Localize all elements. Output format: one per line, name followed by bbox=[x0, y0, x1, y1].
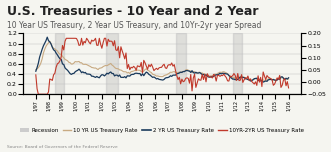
Text: 10 Year US Treasury, 2 Year US Treasury, and 10Yr-2yr year Spread: 10 Year US Treasury, 2 Year US Treasury,… bbox=[7, 21, 261, 30]
Bar bbox=[233, 33, 242, 94]
Text: U.S. Treasuries - 10 Year and 2 Year: U.S. Treasuries - 10 Year and 2 Year bbox=[7, 5, 258, 18]
Legend: Recession, 10 YR US Treasury Rate, 2 YR US Treasury Rate, 10YR-2YR US Treasury R: Recession, 10 YR US Treasury Rate, 2 YR … bbox=[18, 126, 306, 135]
Bar bbox=[175, 33, 186, 94]
Bar bbox=[55, 33, 64, 94]
Bar bbox=[106, 33, 118, 94]
Text: Source: Board of Governors of the Federal Reserve: Source: Board of Governors of the Federa… bbox=[7, 145, 118, 149]
